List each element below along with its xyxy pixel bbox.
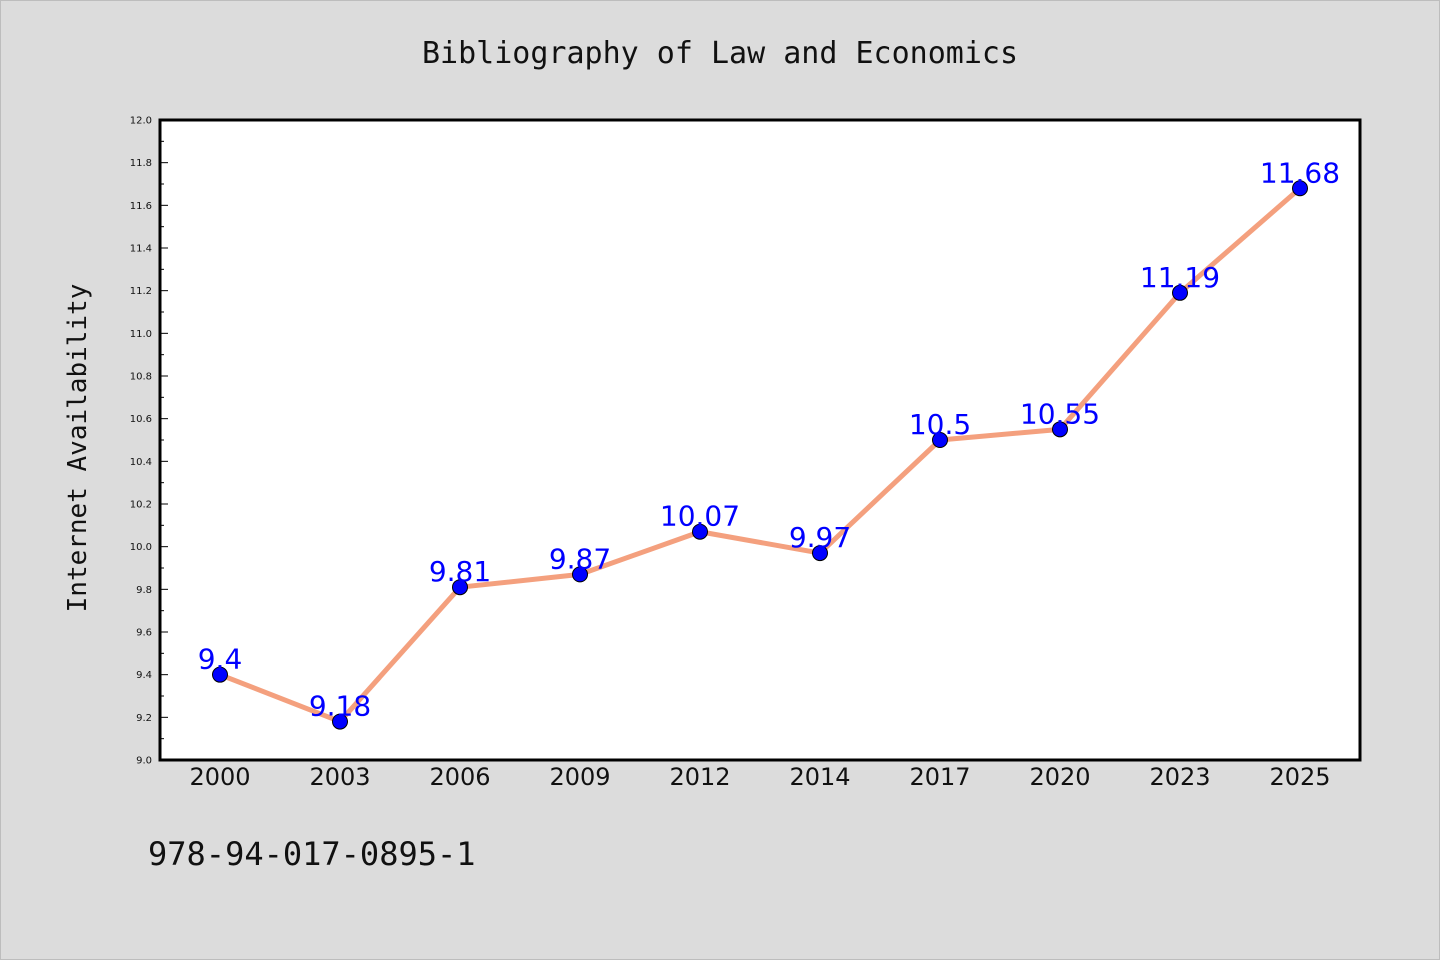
x-tick-label: 2017 [909, 763, 970, 791]
data-point [1172, 284, 1188, 301]
x-tick-label: 2023 [1149, 763, 1210, 791]
series: 9.4 9.18 9.81 9.87 10.07 9.97 10.5 10.55 11.19 11… [198, 156, 1340, 730]
chart-title: Bibliography of Law and Economics [422, 36, 1018, 71]
data-point [812, 545, 828, 562]
y-tick-label: 11.8 [130, 158, 152, 169]
y-tick-label: 10.4 [130, 457, 152, 468]
x-axis: 2000 2003 2006 2009 2012 2014 2017 2020 2023 2025 [189, 763, 1330, 791]
x-tick-label: 2014 [789, 763, 850, 791]
x-tick-label: 2012 [669, 763, 730, 791]
data-label: 9.81 [429, 555, 491, 588]
data-label: 9.97 [789, 521, 851, 554]
series-line [217, 185, 1303, 725]
y-tick-label: 10.0 [130, 542, 152, 553]
x-tick-label: 2000 [189, 763, 250, 791]
y-tick-label: 9.4 [136, 670, 152, 681]
y-tick-label: 11.4 [130, 244, 152, 255]
data-point [332, 713, 348, 730]
y-tick-label: 9.0 [136, 756, 152, 767]
plot-area [160, 120, 1360, 760]
y-tick-label: 9.8 [136, 585, 152, 596]
data-point [692, 523, 708, 540]
data-point [1052, 421, 1068, 438]
x-tick-label: 2003 [309, 763, 370, 791]
x-tick-label: 2006 [429, 763, 490, 791]
data-label: 11.19 [1140, 261, 1220, 294]
x-tick-label: 2020 [1029, 763, 1090, 791]
plot-frame [158, 118, 1362, 762]
y-tick-label: 11.6 [130, 201, 152, 212]
y-tick-label: 10.2 [130, 500, 152, 511]
y-tick-label: 10.6 [130, 414, 152, 425]
y-tick-label: 9.6 [136, 628, 152, 639]
data-point [572, 566, 588, 583]
x-tick-label: 2009 [549, 763, 610, 791]
y-tick-label: 9.2 [136, 713, 152, 724]
data-label: 10.55 [1020, 397, 1100, 430]
y-tick-label: 12.0 [130, 116, 152, 127]
data-label: 11.68 [1260, 156, 1340, 189]
footer-code: 978-94-017-0895-1 [148, 835, 476, 873]
x-tick-label: 2025 [1269, 763, 1330, 791]
y-tick-label: 11.2 [130, 286, 152, 297]
data-label: 9.87 [549, 542, 611, 575]
data-point [932, 432, 948, 448]
data-point [452, 579, 468, 596]
data-label: 9.18 [309, 690, 371, 723]
data-label: 9.4 [198, 643, 243, 676]
data-label: 10.07 [660, 500, 740, 533]
data-point [1292, 180, 1308, 197]
data-point [212, 666, 228, 683]
data-label: 10.5 [909, 408, 971, 441]
y-tick-label: 11.0 [130, 329, 152, 340]
y-tick-label: 10.8 [130, 372, 152, 383]
y-axis-label: Internet Availability [63, 284, 93, 613]
